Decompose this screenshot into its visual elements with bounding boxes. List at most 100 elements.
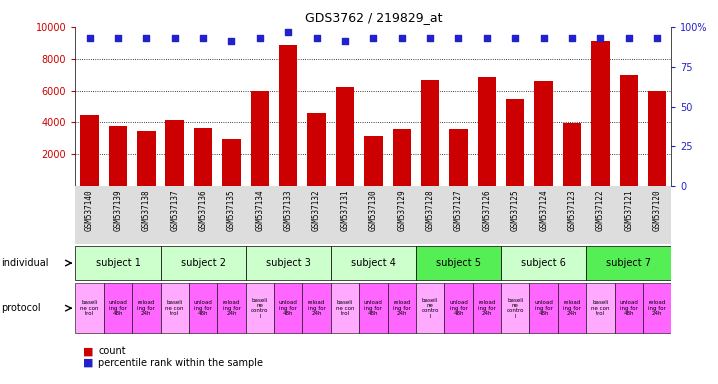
Text: reload
ing for
24h: reload ing for 24h: [648, 300, 666, 316]
Text: GSM537131: GSM537131: [340, 189, 350, 231]
Text: GSM537140: GSM537140: [85, 189, 94, 231]
Bar: [75, 283, 104, 333]
Text: unload
ing for
48h: unload ing for 48h: [364, 300, 383, 316]
Text: unload
ing for
48h: unload ing for 48h: [534, 300, 553, 316]
Point: [339, 38, 350, 44]
Text: GSM537133: GSM537133: [284, 189, 293, 231]
Bar: [279, 45, 297, 186]
Bar: [558, 283, 586, 333]
Bar: [307, 113, 326, 186]
Point: [651, 35, 663, 41]
Text: unload
ing for
48h: unload ing for 48h: [108, 300, 127, 316]
Text: reload
ing for
24h: reload ing for 24h: [137, 300, 155, 316]
Bar: [218, 283, 246, 333]
Bar: [416, 283, 444, 333]
Text: GSM537120: GSM537120: [653, 189, 662, 231]
Text: GSM537129: GSM537129: [397, 189, 406, 231]
Text: GSM537130: GSM537130: [369, 189, 378, 231]
Text: subject 3: subject 3: [266, 258, 311, 268]
Text: subject 1: subject 1: [95, 258, 141, 268]
Point: [169, 35, 180, 41]
Bar: [359, 283, 388, 333]
Bar: [416, 246, 501, 280]
Text: unload
ing for
48h: unload ing for 48h: [620, 300, 638, 316]
Point: [481, 35, 493, 41]
Bar: [161, 283, 189, 333]
Text: subject 2: subject 2: [181, 258, 225, 268]
Point: [225, 38, 237, 44]
Text: subject 7: subject 7: [606, 258, 651, 268]
Point: [254, 35, 266, 41]
Bar: [506, 99, 524, 186]
Bar: [251, 91, 269, 186]
Point: [424, 35, 436, 41]
Bar: [331, 283, 359, 333]
Bar: [591, 41, 610, 186]
Bar: [388, 283, 416, 333]
Bar: [534, 81, 553, 186]
Point: [141, 35, 152, 41]
Text: ■: ■: [83, 358, 93, 368]
Text: baseli
ne con
trol: baseli ne con trol: [80, 300, 99, 316]
Bar: [620, 76, 638, 186]
Bar: [501, 246, 586, 280]
Text: reload
ing for
24h: reload ing for 24h: [393, 300, 411, 316]
Text: GSM537125: GSM537125: [510, 189, 520, 231]
Text: GSM537127: GSM537127: [454, 189, 463, 231]
Text: GSM537139: GSM537139: [113, 189, 123, 231]
Bar: [529, 283, 558, 333]
Text: reload
ing for
24h: reload ing for 24h: [308, 300, 325, 316]
Bar: [449, 129, 467, 186]
Bar: [189, 283, 218, 333]
Bar: [161, 246, 246, 280]
Bar: [194, 128, 213, 186]
Text: GSM537122: GSM537122: [596, 189, 605, 231]
Bar: [75, 246, 161, 280]
Bar: [336, 87, 354, 186]
Text: reload
ing for
24h: reload ing for 24h: [563, 300, 581, 316]
Bar: [586, 246, 671, 280]
Text: unload
ing for
48h: unload ing for 48h: [279, 300, 298, 316]
Bar: [586, 283, 615, 333]
Text: GSM537132: GSM537132: [312, 189, 321, 231]
Bar: [364, 136, 383, 186]
Point: [538, 35, 549, 41]
Text: baseli
ne
contro
l: baseli ne contro l: [421, 298, 439, 319]
Bar: [477, 77, 496, 186]
Point: [197, 35, 209, 41]
Bar: [223, 139, 241, 186]
Point: [623, 35, 635, 41]
Bar: [472, 283, 501, 333]
Bar: [108, 126, 127, 186]
Bar: [246, 283, 274, 333]
Text: GSM537128: GSM537128: [426, 189, 434, 231]
Text: GSM537121: GSM537121: [624, 189, 633, 231]
Point: [282, 28, 294, 35]
Text: GSM537123: GSM537123: [567, 189, 577, 231]
Text: subject 5: subject 5: [436, 258, 481, 268]
Point: [84, 35, 95, 41]
Bar: [444, 283, 472, 333]
Point: [311, 35, 322, 41]
Text: baseli
ne con
trol: baseli ne con trol: [165, 300, 184, 316]
Text: baseli
ne con
trol: baseli ne con trol: [336, 300, 354, 316]
Title: GDS3762 / 219829_at: GDS3762 / 219829_at: [304, 11, 442, 24]
Bar: [132, 283, 161, 333]
Bar: [563, 123, 582, 186]
Text: protocol: protocol: [1, 303, 40, 313]
Text: baseli
ne
contro
l: baseli ne contro l: [251, 298, 269, 319]
Text: count: count: [98, 346, 126, 356]
Point: [510, 35, 521, 41]
Text: GSM537138: GSM537138: [142, 189, 151, 231]
Text: percentile rank within the sample: percentile rank within the sample: [98, 358, 264, 368]
Text: subject 6: subject 6: [521, 258, 566, 268]
Text: subject 4: subject 4: [351, 258, 396, 268]
Bar: [246, 246, 331, 280]
Bar: [615, 283, 643, 333]
Bar: [501, 283, 529, 333]
Bar: [80, 115, 99, 186]
Text: reload
ing for
24h: reload ing for 24h: [223, 300, 241, 316]
Bar: [104, 283, 132, 333]
Text: individual: individual: [1, 258, 48, 268]
Text: unload
ing for
48h: unload ing for 48h: [194, 300, 213, 316]
